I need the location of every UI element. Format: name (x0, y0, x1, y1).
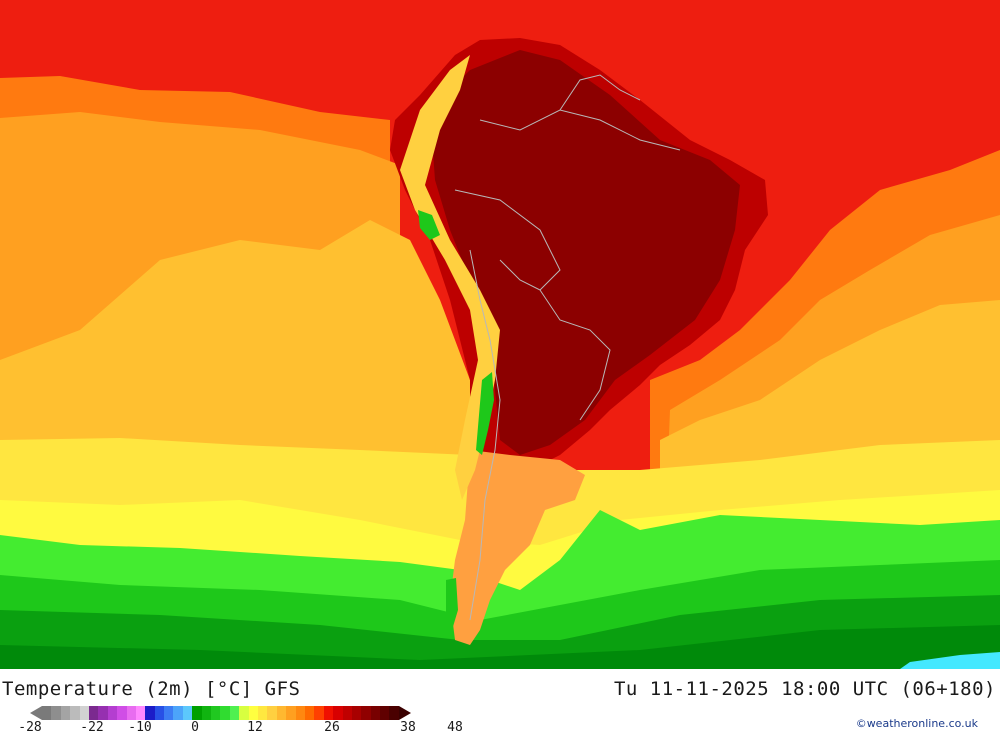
ocean-band-green-darker (0, 625, 1000, 669)
legend-swatch (98, 706, 108, 720)
legend-swatch (220, 706, 230, 720)
legend-swatch (42, 706, 52, 720)
legend-swatch (117, 706, 127, 720)
legend-tick-label: -28 (18, 720, 42, 735)
temperature-map (0, 0, 1000, 669)
legend-swatch (70, 706, 80, 720)
legend-swatch (211, 706, 221, 720)
border-line (479, 109, 681, 151)
andes-green-strip (476, 372, 494, 455)
legend-swatch (351, 706, 362, 720)
legend-tick-label: 38 (400, 720, 416, 735)
legend-swatch (51, 706, 61, 720)
map-timestamp: Tu 11-11-2025 18:00 UTC (06+180) (613, 678, 996, 700)
andes-strip (400, 55, 500, 500)
legend-swatch (201, 706, 212, 720)
legend-tick-label: 0 (191, 720, 199, 735)
border-line (469, 249, 501, 621)
legend-tick-label: -22 (80, 720, 104, 735)
legend-swatch (192, 706, 202, 720)
legend-swatch (173, 706, 183, 720)
legend-swatch (257, 706, 268, 720)
border-line (454, 189, 561, 291)
legend-swatch (314, 706, 324, 720)
legend-swatch (333, 706, 343, 720)
map-footer: Temperature (2m) [°C] GFS Tu 11-11-2025 … (0, 669, 1000, 735)
border-line (559, 74, 641, 111)
legend-swatch (79, 706, 89, 720)
map-title: Temperature (2m) [°C] GFS (2, 678, 301, 700)
legend-swatch (107, 706, 118, 720)
legend-swatch (182, 706, 193, 720)
legend-swatch (126, 706, 136, 720)
legend-swatch (60, 706, 71, 720)
legend-swatch (135, 706, 146, 720)
patagonia-warm (450, 450, 585, 645)
legend-swatch (361, 706, 371, 720)
cyan-patch (900, 652, 1000, 669)
patagonia-south-green (446, 578, 458, 630)
legend-tick-label: 12 (247, 720, 263, 735)
legend-swatch (164, 706, 174, 720)
legend-tick-label: 26 (324, 720, 340, 735)
legend-swatch (304, 706, 315, 720)
border-line (539, 289, 611, 421)
legend-tick-label: 48 (447, 720, 463, 735)
color-legend (30, 706, 411, 720)
legend-swatch (389, 706, 399, 720)
credit-link[interactable]: ©weatheronline.co.uk (855, 717, 978, 730)
legend-swatch (276, 706, 287, 720)
legend-swatch (286, 706, 296, 720)
map-canvas (0, 0, 1000, 669)
legend-swatch (295, 706, 305, 720)
legend-swatch (154, 706, 165, 720)
legend-swatch (145, 706, 155, 720)
legend-swatch (323, 706, 334, 720)
legend-arrow-low (30, 706, 42, 720)
legend-swatch (267, 706, 277, 720)
south-america-very-hot (430, 50, 740, 455)
legend-swatch (342, 706, 352, 720)
legend-swatch (370, 706, 381, 720)
legend-swatch (248, 706, 258, 720)
legend-arrow-high (398, 706, 411, 720)
legend-swatch (239, 706, 249, 720)
legend-swatch (229, 706, 240, 720)
andes-green-patch (418, 210, 440, 240)
country-borders (454, 74, 681, 621)
legend-swatch (380, 706, 390, 720)
legend-tick-labels: -28 -22 -10 0 12 26 38 48 (0, 720, 480, 735)
legend-swatch (88, 706, 99, 720)
legend-tick-label: -10 (128, 720, 152, 735)
